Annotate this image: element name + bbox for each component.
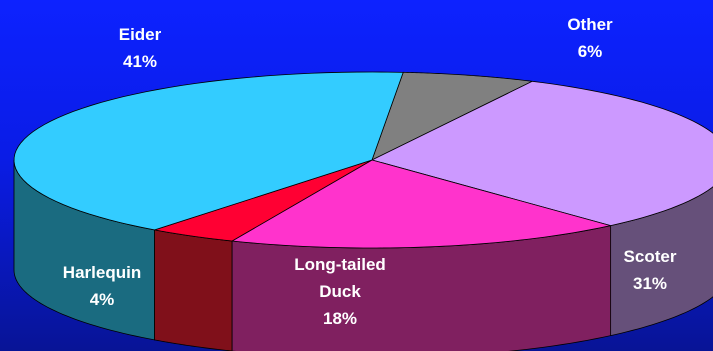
pie-slice-other (371, 71, 534, 161)
label-long-tailed-duck: Long-tailed Duck 18% (294, 255, 386, 328)
pie-side-harlequin (154, 229, 233, 351)
slice-value-label: 4% (90, 290, 115, 309)
label-scoter: Scoter 31% (624, 247, 677, 293)
slice-value-label: 31% (633, 274, 667, 293)
slice-name-label: Eider (119, 25, 162, 44)
label-harlequin: Harlequin 4% (63, 263, 141, 309)
slice-value-label: 18% (323, 309, 357, 328)
slice-value-label: 6% (578, 42, 603, 61)
pie-slice-harlequin (154, 159, 373, 242)
slice-value-label: 41% (123, 52, 157, 71)
slice-name-label: Other (567, 15, 613, 34)
pie-slice-scoter (370, 80, 713, 227)
pie-slice-eider (13, 71, 404, 231)
slice-name-label: Harlequin (63, 263, 141, 282)
label-eider: Eider 41% (119, 25, 162, 71)
pie-slice-long-tailed-duck (230, 159, 611, 249)
slice-name-label: Scoter (624, 247, 677, 266)
slice-name-label: Long-tailed (294, 255, 386, 274)
slice-name-label: Duck (319, 282, 361, 301)
label-other: Other 6% (567, 15, 613, 61)
